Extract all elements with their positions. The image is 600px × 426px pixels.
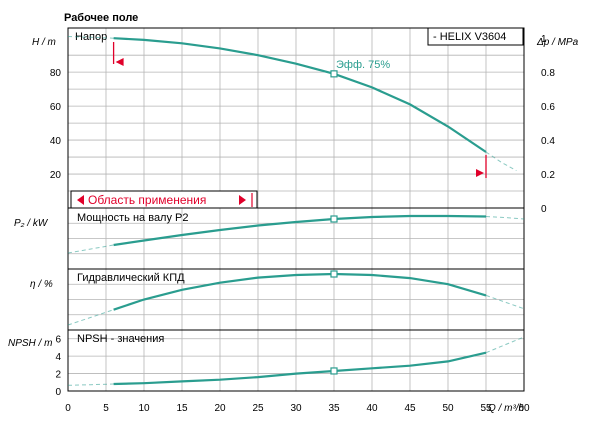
efficiency-axis-label: η / % [30, 279, 53, 290]
range-limit-min-arrow-icon [115, 58, 124, 66]
npsh-axis-label: NPSH / m [8, 338, 52, 349]
panel-label-power: Мощность на валу P2 [77, 212, 189, 224]
x-tick-label: 55 [480, 403, 492, 414]
head-axis-label: H / m [32, 37, 56, 48]
x-tick-label: 35 [328, 403, 340, 414]
curve-npsh-extension-left [67, 383, 114, 386]
operating-range-box [70, 190, 258, 209]
operating-range: Область применения [70, 190, 258, 209]
x-tick-label: 10 [138, 403, 150, 414]
head-tick-label: 40 [50, 136, 62, 147]
x-tick-label: 5 [103, 403, 109, 414]
x-tick-label: 60 [518, 403, 530, 414]
panel-frame-npsh [67, 329, 525, 392]
x-tick-labels: 0 5 10 15 20 25 30 35 40 45 50 55 60 [65, 403, 530, 414]
head-tick-label: 20 [50, 170, 62, 181]
range-limits-layer [112, 42, 487, 178]
x-tick-label: 50 [442, 403, 454, 414]
y-tick-labels: 20 40 60 80 0 0.2 0.4 0.6 0.8 1 0 2 4 6 [50, 34, 555, 398]
panel-label-efficiency: Гидравлический КПД [77, 272, 185, 284]
npsh-tick-label: 6 [55, 335, 61, 346]
curves-layer [67, 36, 525, 386]
range-arrow-right-icon [239, 195, 246, 205]
curve-power-extension-right [485, 216, 525, 220]
best-efficiency-label: Эфф. 75% [336, 59, 390, 71]
panel-label-npsh: NPSH - значения [77, 333, 164, 345]
legend-box [427, 27, 524, 46]
x-tick-label: 40 [366, 403, 378, 414]
curve-head-extension-left [67, 36, 114, 39]
pressure-tick-label: 0.8 [541, 68, 555, 79]
curve-power [113, 214, 487, 247]
curve-npsh [113, 351, 487, 386]
x-tick-label: 30 [290, 403, 302, 414]
curve-efficiency [113, 272, 487, 311]
marker-efficiency [330, 270, 338, 278]
pressure-tick-label: 0.4 [541, 136, 555, 147]
legend-text: - HELIX V3604 [433, 31, 506, 43]
chart-title: Рабочее поле [64, 12, 138, 24]
npsh-tick-label: 0 [55, 387, 61, 398]
marker-head [330, 70, 338, 78]
marker-power [330, 215, 338, 223]
x-tick-label: 20 [214, 403, 226, 414]
power-axis-label: P₂ / kW [14, 218, 49, 229]
curve-efficiency-extension-left [67, 309, 114, 326]
head-tick-label: 80 [50, 68, 62, 79]
range-arrow-left-icon [77, 195, 84, 205]
head-tick-label: 60 [50, 102, 62, 113]
operating-range-label: Область применения [88, 193, 206, 207]
x-axis-label: Q / m³/h [488, 403, 525, 414]
curve-head-extension-right [485, 151, 517, 172]
pressure-tick-label: 1 [541, 34, 547, 45]
curve-npsh-extension-right [485, 336, 525, 354]
x-tick-label: 45 [404, 403, 416, 414]
panel-frames [67, 27, 525, 392]
npsh-tick-label: 2 [55, 370, 61, 381]
curve-head [113, 37, 487, 153]
npsh-tick-label: 4 [55, 352, 61, 363]
pressure-tick-label: 0.2 [541, 170, 555, 181]
x-tick-label: 15 [176, 403, 188, 414]
pressure-tick-label: 0 [541, 204, 547, 215]
x-tick-label: 25 [252, 403, 264, 414]
curve-efficiency-extension-right [485, 294, 525, 310]
pressure-tick-label: 0.6 [541, 102, 555, 113]
legend: - HELIX V3604 [427, 27, 524, 46]
pressure-axis-label: Δp / MPa [536, 37, 579, 48]
x-tick-label: 0 [65, 403, 71, 414]
curve-power-extension-left [67, 244, 114, 254]
range-limit-max-arrow-icon [476, 169, 484, 177]
marker-npsh [330, 367, 338, 375]
